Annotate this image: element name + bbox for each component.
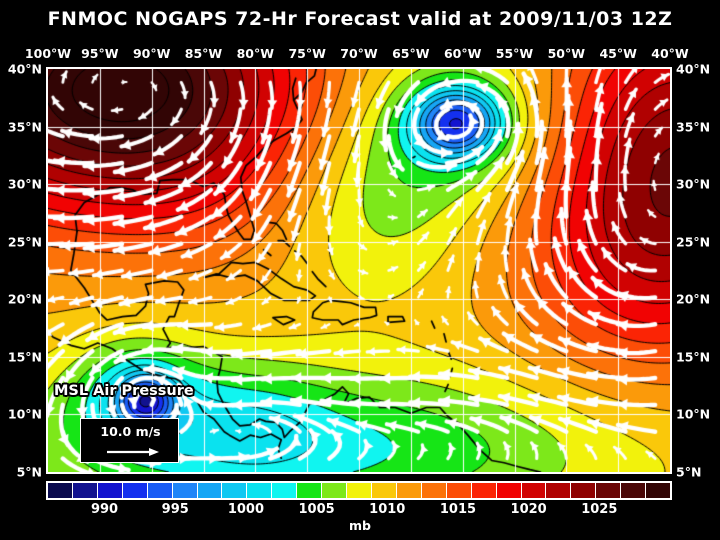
longitude-tick-60W: 60°W xyxy=(443,46,482,61)
colorbar-swatch xyxy=(471,483,497,498)
page-title: FNMOC NOGAPS 72-Hr Forecast valid at 200… xyxy=(47,8,673,30)
longitude-tick-45W: 45°W xyxy=(599,46,637,61)
latitude-tick-right-40N: 40°N xyxy=(676,61,711,77)
colorbar-swatch xyxy=(172,483,198,498)
colorbar-swatch xyxy=(371,483,397,498)
colorbar-swatch xyxy=(72,483,98,498)
latitude-tick-left-40N: 40°N xyxy=(7,61,42,77)
wind-scale-value: 10.0 m/s xyxy=(100,424,161,439)
latitude-tick-right-10N: 10°N xyxy=(676,406,711,422)
longitude-tick-40W: 40°W xyxy=(651,46,689,61)
colorbar-swatch xyxy=(546,483,572,498)
colorbar-tick-995: 995 xyxy=(161,502,189,517)
latitude-tick-right-35N: 35°N xyxy=(676,119,711,135)
longitude-tick-80W: 80°W xyxy=(236,46,275,61)
colorbar-swatch xyxy=(571,483,597,498)
field-label: MSL Air Pressure xyxy=(54,383,194,399)
pressure-field-canvas xyxy=(48,69,670,472)
longitude-tick-70W: 70°W xyxy=(340,46,378,61)
latitude-tick-right-25N: 25°N xyxy=(676,234,711,250)
longitude-tick-75W: 75°W xyxy=(288,46,326,61)
latitude-tick-right-5N: 5°N xyxy=(676,464,702,480)
latitude-tick-left-5N: 5°N xyxy=(16,464,42,480)
colorbar-tick-1010: 1010 xyxy=(369,502,406,517)
colorbar-swatch xyxy=(496,483,522,498)
colorbar-swatch xyxy=(322,483,348,498)
colorbar-swatch xyxy=(272,483,298,498)
colorbar-swatch xyxy=(446,483,472,498)
longitude-tick-55W: 55°W xyxy=(495,46,534,61)
colorbar-swatch xyxy=(421,483,447,498)
longitude-tick-85W: 85°W xyxy=(184,46,223,61)
latitude-tick-right-15N: 15°N xyxy=(676,349,711,365)
colorbar-tick-1005: 1005 xyxy=(298,502,335,517)
latitude-tick-right-20N: 20°N xyxy=(676,291,711,307)
colorbar-swatch xyxy=(97,483,123,498)
colorbar-tick-1025: 1025 xyxy=(581,502,618,517)
colorbar-tick-1000: 1000 xyxy=(227,502,264,517)
colorbar-swatch xyxy=(222,483,248,498)
latitude-tick-left-10N: 10°N xyxy=(7,406,42,422)
colorbar-swatch xyxy=(48,483,73,498)
longitude-tick-90W: 90°W xyxy=(132,46,171,61)
latitude-tick-left-20N: 20°N xyxy=(7,291,42,307)
colorbar-units-label: mb xyxy=(349,518,371,533)
colorbar-swatch xyxy=(147,483,173,498)
wind-scale-legend: 10.0 m/s xyxy=(80,418,179,463)
right-arrow-icon xyxy=(107,448,159,456)
longitude-tick-50W: 50°W xyxy=(547,46,586,61)
forecast-map[interactable] xyxy=(46,67,672,474)
colorbar-tick-1015: 1015 xyxy=(439,502,477,517)
longitude-tick-95W: 95°W xyxy=(81,46,119,61)
colorbar-swatch xyxy=(521,483,547,498)
colorbar-swatch xyxy=(646,483,671,498)
colorbar-swatch xyxy=(247,483,273,498)
colorbar-swatch xyxy=(396,483,422,498)
latitude-tick-left-30N: 30°N xyxy=(7,176,42,192)
colorbar-tick-990: 990 xyxy=(90,502,119,517)
latitude-tick-left-25N: 25°N xyxy=(7,234,42,250)
colorbar-swatch xyxy=(347,483,372,498)
colorbar-swatch xyxy=(596,483,622,498)
pressure-colorbar[interactable] xyxy=(46,481,672,500)
latitude-tick-left-15N: 15°N xyxy=(7,349,42,365)
longitude-tick-65W: 65°W xyxy=(392,46,430,61)
longitude-tick-100W: 100°W xyxy=(24,46,72,61)
colorbar-swatch xyxy=(122,483,148,498)
colorbar-swatch xyxy=(297,483,323,498)
colorbar-tick-1020: 1020 xyxy=(510,502,547,517)
latitude-tick-left-35N: 35°N xyxy=(7,119,42,135)
colorbar-swatch xyxy=(197,483,223,498)
latitude-tick-right-30N: 30°N xyxy=(676,176,711,192)
colorbar-swatch xyxy=(621,483,647,498)
